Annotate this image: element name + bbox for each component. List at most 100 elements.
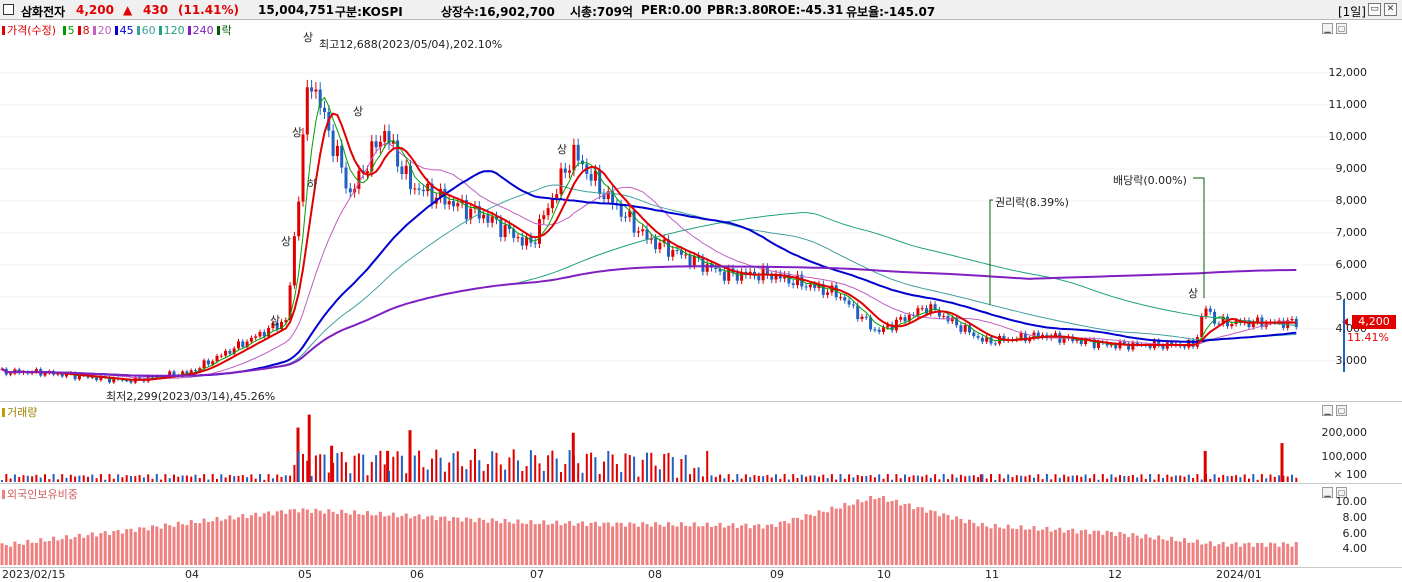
volume-bar bbox=[981, 474, 984, 482]
foreign-ratio-bar bbox=[581, 521, 584, 565]
candle bbox=[344, 167, 348, 189]
volume-bar bbox=[362, 454, 365, 482]
foreign-ratio-bar bbox=[249, 515, 253, 565]
ma-legend-label[interactable]: 20 bbox=[97, 24, 112, 37]
volume-bar bbox=[448, 462, 451, 482]
candle bbox=[254, 336, 258, 338]
candle bbox=[108, 377, 111, 383]
foreign-ratio-bar bbox=[9, 546, 13, 565]
ma-legend-label[interactable]: 8 bbox=[82, 24, 90, 37]
panel-maximize-icon[interactable]: ▢ bbox=[1336, 487, 1347, 498]
foreign-ratio-bar bbox=[933, 511, 937, 565]
close-icon[interactable]: ✕ bbox=[1384, 3, 1397, 16]
foreign-ratio-bar bbox=[1028, 529, 1032, 565]
ma-legend-label[interactable]: 5 bbox=[67, 24, 75, 37]
volume-bar bbox=[762, 476, 765, 482]
stock-name[interactable]: 삼화전자 bbox=[21, 5, 66, 19]
volume-bar bbox=[375, 455, 378, 482]
volume-bar bbox=[977, 477, 980, 482]
y-tick: 7,000 bbox=[1335, 226, 1368, 239]
panel-maximize-icon[interactable]: ▢ bbox=[1336, 405, 1347, 416]
volume-bar bbox=[1291, 474, 1293, 482]
ma-legend-label[interactable]: 60 bbox=[141, 24, 156, 37]
ma-legend-label[interactable]: 120 bbox=[163, 24, 185, 37]
foreign-ratio-bar bbox=[1191, 542, 1195, 565]
current-pct-label: 11.41% bbox=[1347, 331, 1389, 344]
volume-bar bbox=[1041, 479, 1044, 482]
select-checkbox[interactable] bbox=[3, 4, 14, 15]
candle bbox=[168, 371, 172, 378]
ma-legend: 5 8 20 45 60 120 240 락 bbox=[60, 24, 232, 37]
foreign-ratio-bar bbox=[1165, 540, 1169, 565]
ma20-line bbox=[1, 142, 1297, 379]
foreign-y-tick: 8.00 bbox=[1342, 511, 1368, 524]
foreign-ratio-bar bbox=[512, 523, 516, 565]
foreign-ratio-bar bbox=[1109, 531, 1113, 565]
limit-up-mark: 상 bbox=[557, 143, 568, 156]
ma-legend-label[interactable]: 45 bbox=[119, 24, 134, 37]
restore-icon[interactable]: ▭ bbox=[1368, 3, 1381, 16]
candle bbox=[606, 191, 610, 200]
foreign-ratio-bar bbox=[1260, 542, 1264, 565]
foreign-ratio-bar bbox=[1251, 546, 1255, 565]
foreign-ratio-bar bbox=[258, 516, 262, 565]
foreign-ratio-bar bbox=[13, 541, 17, 565]
foreign-ratio-bar bbox=[679, 522, 683, 565]
foreign-ratio-bar bbox=[374, 515, 378, 565]
candle bbox=[206, 360, 210, 365]
foreign-ratio-bar bbox=[447, 520, 451, 565]
foreign-ratio-bar bbox=[1264, 546, 1268, 565]
foreign-ratio-bar bbox=[998, 527, 1002, 565]
volume-bar bbox=[891, 479, 894, 482]
candle bbox=[542, 215, 546, 220]
foreign-ratio-bar bbox=[942, 513, 946, 565]
foreign-ratio-bar bbox=[735, 527, 739, 565]
candle bbox=[1079, 339, 1083, 345]
panel-minimize-icon[interactable]: ▁ bbox=[1322, 405, 1333, 416]
foreign-ratio-bar bbox=[834, 508, 838, 565]
volume-bar bbox=[112, 478, 115, 482]
volume-bar bbox=[48, 479, 51, 482]
candle bbox=[959, 325, 963, 332]
volume-bar bbox=[237, 475, 240, 482]
candle bbox=[856, 305, 860, 319]
foreign-ratio-bar bbox=[1036, 530, 1040, 565]
candle bbox=[796, 274, 799, 286]
foreign-ratio-bar bbox=[477, 517, 481, 565]
volume-bar bbox=[1280, 443, 1284, 482]
ma-legend-label[interactable]: 락 bbox=[221, 24, 232, 37]
candle bbox=[740, 271, 744, 281]
volume-bar bbox=[852, 477, 855, 482]
volume-bar bbox=[547, 455, 550, 482]
candle bbox=[211, 361, 215, 365]
candle bbox=[323, 107, 326, 113]
panel-minimize-icon[interactable]: ▁ bbox=[1322, 487, 1333, 498]
volume-bar bbox=[796, 477, 799, 482]
candle bbox=[443, 188, 447, 205]
volume-bar bbox=[439, 457, 442, 482]
foreign-ratio-bar bbox=[684, 525, 688, 565]
volume-bar bbox=[1123, 475, 1126, 482]
volume-bar bbox=[534, 455, 537, 482]
volume-bar bbox=[499, 464, 502, 482]
panel-maximize-icon[interactable]: ▢ bbox=[1336, 23, 1347, 34]
foreign-ratio-bar bbox=[1213, 546, 1217, 565]
ma45-line bbox=[1, 170, 1297, 377]
ma-legend-label[interactable]: 240 bbox=[192, 24, 214, 37]
foreign-ratio-bar bbox=[275, 511, 279, 565]
volume-bar bbox=[1114, 477, 1117, 482]
foreign-ratio-bar bbox=[426, 516, 430, 565]
candle bbox=[654, 238, 658, 250]
volume-bar bbox=[826, 478, 829, 482]
period-selector[interactable]: [1일] bbox=[1337, 5, 1366, 19]
foreign-ratio-bar bbox=[1023, 529, 1027, 565]
y-tick: 3,000 bbox=[1335, 354, 1368, 367]
candle bbox=[899, 317, 903, 320]
volume-bar bbox=[1256, 479, 1259, 482]
volume-bar bbox=[1024, 476, 1027, 482]
candle bbox=[611, 191, 615, 205]
candle bbox=[963, 325, 967, 332]
panel-minimize-icon[interactable]: ▁ bbox=[1322, 23, 1333, 34]
foreign-ratio-bar bbox=[357, 514, 361, 565]
